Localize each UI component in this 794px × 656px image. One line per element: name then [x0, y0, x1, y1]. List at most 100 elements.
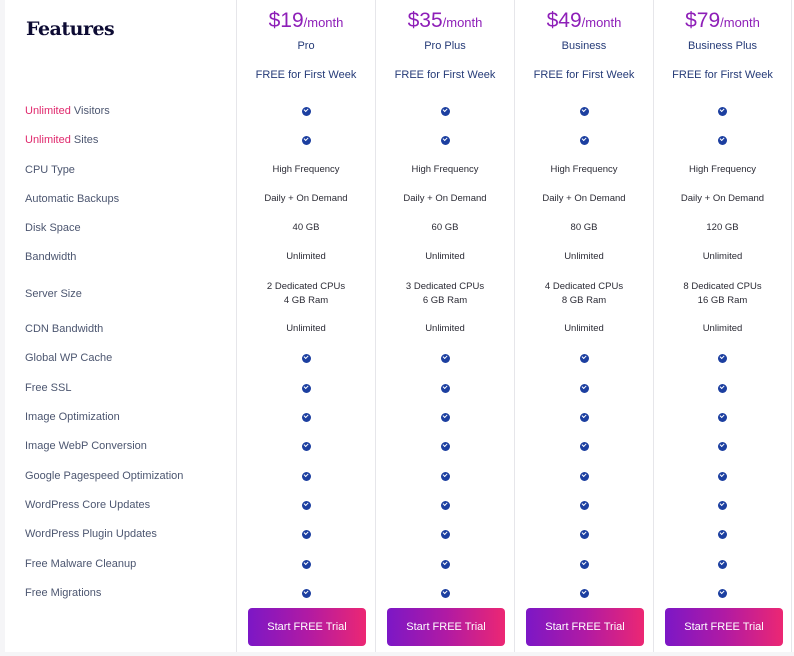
feature-label: Bandwidth: [5, 250, 236, 264]
check-circle-icon: [579, 471, 589, 481]
check-circle-icon: [718, 383, 727, 393]
plan-cell-value: Unlimited: [564, 251, 604, 262]
feature-label: Google Pagespeed Optimization: [5, 469, 236, 483]
feature-label: Unlimited Visitors: [5, 104, 236, 118]
check-circle-icon: [440, 559, 450, 569]
plan-free-trial-note: FREE for First Week: [394, 69, 496, 81]
plan-cell: 120 GB: [654, 221, 791, 235]
start-free-trial-button[interactable]: Start FREE Trial: [387, 608, 505, 646]
plan-cell-value: Unlimited: [702, 323, 743, 334]
feature-label: WordPress Core Updates: [5, 498, 236, 512]
plan-cell: Unlimited: [515, 250, 653, 264]
plan-cell-value: Unlimited: [564, 323, 604, 334]
feature-highlight: Unlimited: [25, 134, 71, 146]
feature-label: Server Size: [5, 279, 236, 309]
plan-cell: [376, 410, 514, 424]
check-circle-icon: [301, 106, 311, 116]
plan-cell-line: 8 GB Ram: [561, 295, 607, 306]
check-circle-icon: [301, 412, 311, 422]
feature-label-text: Free Migrations: [25, 587, 102, 599]
feature-label-text: Automatic Backups: [25, 193, 120, 205]
plan-cell: 60 GB: [376, 221, 514, 235]
check-circle-icon: [718, 588, 727, 598]
plan-cell: [237, 104, 375, 118]
start-free-trial-button[interactable]: Start FREE Trial: [665, 608, 783, 646]
plan-cell: [376, 104, 514, 118]
plan-cell-line: 2 Dedicated CPUs: [266, 281, 346, 292]
price-amount: $35: [407, 9, 443, 32]
plan-cell: Daily + On Demand: [237, 192, 375, 206]
feature-label-text: Free Malware Cleanup: [25, 558, 137, 570]
plan-cell-value: High Frequency: [688, 164, 757, 175]
start-free-trial-button[interactable]: Start FREE Trial: [526, 608, 644, 646]
check-circle-icon: [718, 471, 727, 481]
check-circle-icon: [718, 559, 727, 569]
check-circle-icon: [440, 529, 450, 539]
check-circle-icon: [718, 412, 727, 422]
plan-cell-value: 120 GB: [706, 222, 739, 233]
price-period: /month: [720, 15, 760, 30]
plan-cell-line: 6 GB Ram: [422, 295, 468, 306]
feature-label: Free Malware Cleanup: [5, 557, 236, 571]
check-circle-icon: [440, 353, 450, 363]
plan-free-trial-note: FREE for First Week: [255, 69, 357, 81]
price-period: /month: [442, 15, 483, 30]
plan-cell-value: High Frequency: [272, 164, 340, 175]
plan-cell: 80 GB: [515, 221, 653, 235]
feature-label: Free SSL: [5, 381, 236, 395]
plan-header: $49/month Business FREE for First Week: [515, 0, 653, 90]
feature-label: WordPress Plugin Updates: [5, 527, 236, 541]
plan-cell: [237, 133, 375, 147]
check-circle-icon: [579, 106, 589, 116]
plan-cell-value: Daily + On Demand: [403, 193, 487, 204]
start-free-trial-button[interactable]: Start FREE Trial: [248, 608, 366, 646]
plan-cell: [515, 410, 653, 424]
check-circle-icon: [579, 529, 589, 539]
check-circle-icon: [579, 441, 589, 451]
plan-cell: [376, 557, 514, 571]
features-header: Features: [5, 0, 236, 90]
plan-column-pro-plus: $35/month Pro Plus FREE for First Week High…: [375, 0, 514, 652]
plan-cell: [515, 586, 653, 600]
plan-price: $79/month: [654, 9, 791, 33]
plan-cell-value: 60 GB: [431, 222, 459, 233]
price-amount: $79: [685, 9, 721, 32]
plan-cell: [654, 527, 791, 541]
plan-cell: [654, 351, 791, 365]
check-circle-icon: [579, 588, 589, 598]
plan-cell-value: High Frequency: [411, 164, 479, 175]
plan-cell-value: High Frequency: [550, 164, 618, 175]
plan-price: $49/month: [515, 9, 653, 33]
check-circle-icon: [301, 559, 311, 569]
plan-cell-value: Unlimited: [425, 323, 465, 334]
check-circle-icon: [301, 441, 311, 451]
plan-cell: Unlimited: [237, 322, 375, 336]
plan-cell: [237, 439, 375, 453]
feature-label-text: Bandwidth: [25, 251, 77, 263]
feature-label: Image WebP Conversion: [5, 439, 236, 453]
plan-cell: Unlimited: [654, 250, 791, 264]
plan-cell: [654, 586, 791, 600]
feature-label-text: Image Optimization: [25, 411, 120, 423]
plan-name: Pro: [297, 40, 315, 52]
plan-cell: [654, 498, 791, 512]
plan-cell: [515, 527, 653, 541]
check-circle-icon: [718, 353, 727, 363]
check-circle-icon: [579, 559, 589, 569]
feature-label: Disk Space: [5, 221, 236, 235]
plan-column-pro: $19/month Pro FREE for First Week High Freq…: [236, 0, 375, 652]
plan-column-business-plus: $79/month Business Plus FREE for First Wee…: [653, 0, 792, 652]
plan-cell: Daily + On Demand: [515, 192, 653, 206]
plan-cell: [515, 557, 653, 571]
check-circle-icon: [440, 500, 450, 510]
plan-cell: [654, 104, 791, 118]
features-column: Features Unlimited Visitors Unlimited Sit…: [5, 0, 236, 652]
plan-cell: [376, 469, 514, 483]
plan-cell: [376, 381, 514, 395]
plan-price: $35/month: [376, 9, 514, 33]
plan-cell: High Frequency: [237, 163, 375, 177]
feature-label: Automatic Backups: [5, 192, 236, 206]
plan-free-trial-note: FREE for First Week: [533, 69, 635, 81]
plan-cell: Unlimited: [376, 322, 514, 336]
feature-label-text: Disk Space: [25, 222, 81, 234]
